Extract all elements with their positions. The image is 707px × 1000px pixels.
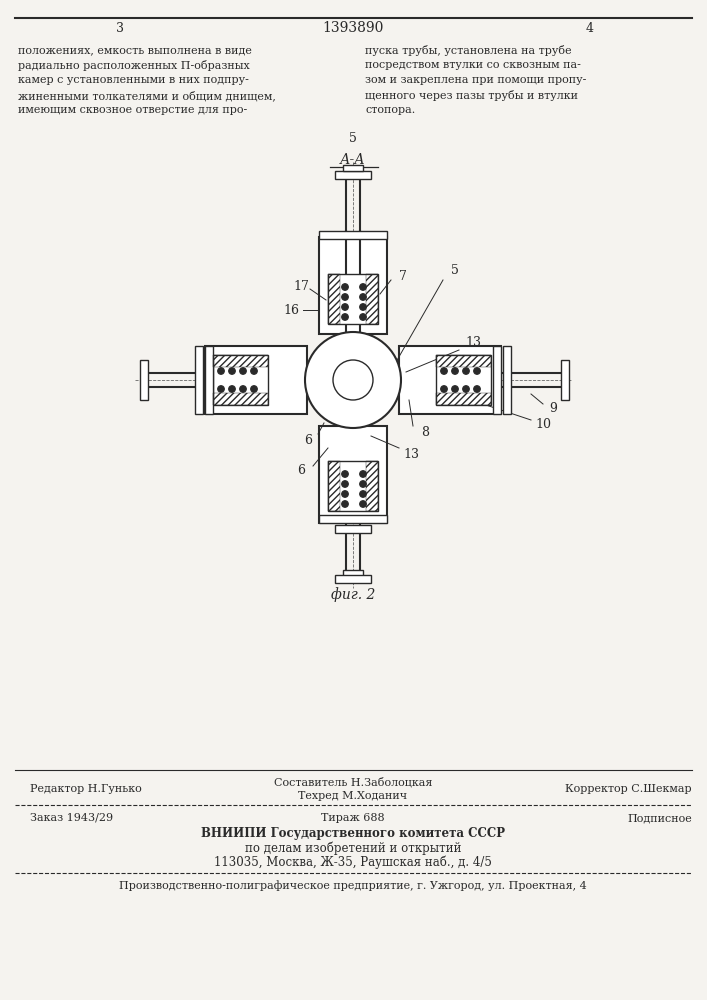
Bar: [328, 274, 378, 324]
Circle shape: [229, 386, 235, 392]
Bar: [140, 360, 148, 400]
Bar: [213, 355, 268, 367]
Circle shape: [251, 368, 257, 374]
Circle shape: [360, 481, 366, 487]
Text: Производственно-полиграфическое предприятие, г. Ужгород, ул. Проектная, 4: Производственно-полиграфическое предприя…: [119, 881, 587, 891]
Bar: [343, 165, 363, 171]
Text: ВНИИПИ Государственного комитета СССР: ВНИИПИ Государственного комитета СССР: [201, 828, 505, 840]
Bar: [335, 575, 371, 583]
Bar: [319, 426, 387, 523]
Text: 3: 3: [116, 21, 124, 34]
Circle shape: [251, 386, 257, 392]
Circle shape: [452, 386, 458, 392]
Text: Редактор Н.Гунько: Редактор Н.Гунько: [30, 784, 141, 794]
Circle shape: [360, 314, 366, 320]
Text: Корректор С.Шекмар: Корректор С.Шекмар: [566, 784, 692, 794]
Text: 1393890: 1393890: [322, 21, 384, 35]
Bar: [436, 355, 491, 367]
Bar: [335, 525, 371, 533]
Circle shape: [341, 304, 349, 310]
Bar: [493, 346, 501, 414]
Bar: [366, 274, 378, 324]
Text: 8: 8: [421, 426, 429, 438]
Circle shape: [360, 284, 366, 290]
Circle shape: [341, 314, 349, 320]
Text: положениях, емкость выполнена в виде
радиально расположенных П-образных
камер с : положениях, емкость выполнена в виде рад…: [18, 45, 276, 115]
Circle shape: [229, 368, 235, 374]
Text: А-А: А-А: [340, 153, 366, 167]
Circle shape: [474, 368, 480, 374]
Circle shape: [360, 491, 366, 497]
Text: пуска трубы, установлена на трубе
посредством втулки со сквозным па-
зом и закре: пуска трубы, установлена на трубе посред…: [365, 45, 586, 115]
Text: Составитель Н.Заболоцкая: Составитель Н.Заболоцкая: [274, 777, 432, 787]
Text: 113035, Москва, Ж-35, Раушская наб., д. 4/5: 113035, Москва, Ж-35, Раушская наб., д. …: [214, 855, 492, 869]
Circle shape: [474, 386, 480, 392]
Circle shape: [463, 368, 469, 374]
Text: 16: 16: [283, 304, 299, 316]
Text: 5: 5: [349, 131, 357, 144]
Circle shape: [240, 368, 246, 374]
Circle shape: [341, 491, 349, 497]
Text: 10: 10: [535, 418, 551, 432]
Bar: [213, 355, 268, 405]
Bar: [328, 461, 378, 511]
Circle shape: [333, 360, 373, 400]
Bar: [319, 237, 387, 334]
Circle shape: [240, 386, 246, 392]
Text: Заказ 1943/29: Заказ 1943/29: [30, 813, 113, 823]
Bar: [213, 393, 268, 405]
Bar: [399, 346, 501, 414]
Bar: [319, 426, 387, 523]
Circle shape: [341, 471, 349, 477]
Circle shape: [360, 471, 366, 477]
Text: Техред М.Ходанич: Техред М.Ходанич: [298, 791, 407, 801]
Text: 5: 5: [451, 263, 459, 276]
Bar: [436, 393, 491, 405]
Circle shape: [360, 294, 366, 300]
Text: 13: 13: [465, 336, 481, 349]
Bar: [205, 346, 307, 414]
Text: 4: 4: [586, 21, 594, 34]
Circle shape: [341, 284, 349, 290]
Text: 9: 9: [549, 401, 557, 414]
Bar: [205, 346, 213, 414]
Circle shape: [440, 386, 448, 392]
Bar: [561, 360, 569, 400]
Circle shape: [341, 294, 349, 300]
Text: 6: 6: [304, 434, 312, 446]
Text: по делам изобретений и открытий: по делам изобретений и открытий: [245, 841, 461, 855]
Text: 13: 13: [403, 448, 419, 462]
Text: 6: 6: [297, 464, 305, 477]
Text: Тираж 688: Тираж 688: [321, 813, 385, 823]
Bar: [366, 461, 378, 511]
Circle shape: [218, 368, 224, 374]
Circle shape: [440, 368, 448, 374]
Text: фиг. 2: фиг. 2: [331, 588, 375, 602]
Bar: [195, 346, 203, 414]
Bar: [319, 515, 387, 523]
Bar: [436, 355, 491, 405]
Bar: [319, 237, 387, 334]
Circle shape: [463, 386, 469, 392]
Circle shape: [360, 501, 366, 507]
Circle shape: [305, 332, 401, 428]
Circle shape: [341, 481, 349, 487]
Text: 7: 7: [399, 270, 407, 284]
Circle shape: [341, 501, 349, 507]
Circle shape: [360, 304, 366, 310]
Bar: [205, 346, 307, 414]
Bar: [328, 274, 340, 324]
Circle shape: [452, 368, 458, 374]
Bar: [343, 570, 363, 578]
Bar: [335, 171, 371, 179]
Circle shape: [218, 386, 224, 392]
Bar: [319, 231, 387, 239]
Text: 17: 17: [293, 280, 309, 294]
Bar: [503, 346, 511, 414]
Bar: [399, 346, 501, 414]
Text: Подписное: Подписное: [627, 813, 692, 823]
Bar: [328, 461, 340, 511]
